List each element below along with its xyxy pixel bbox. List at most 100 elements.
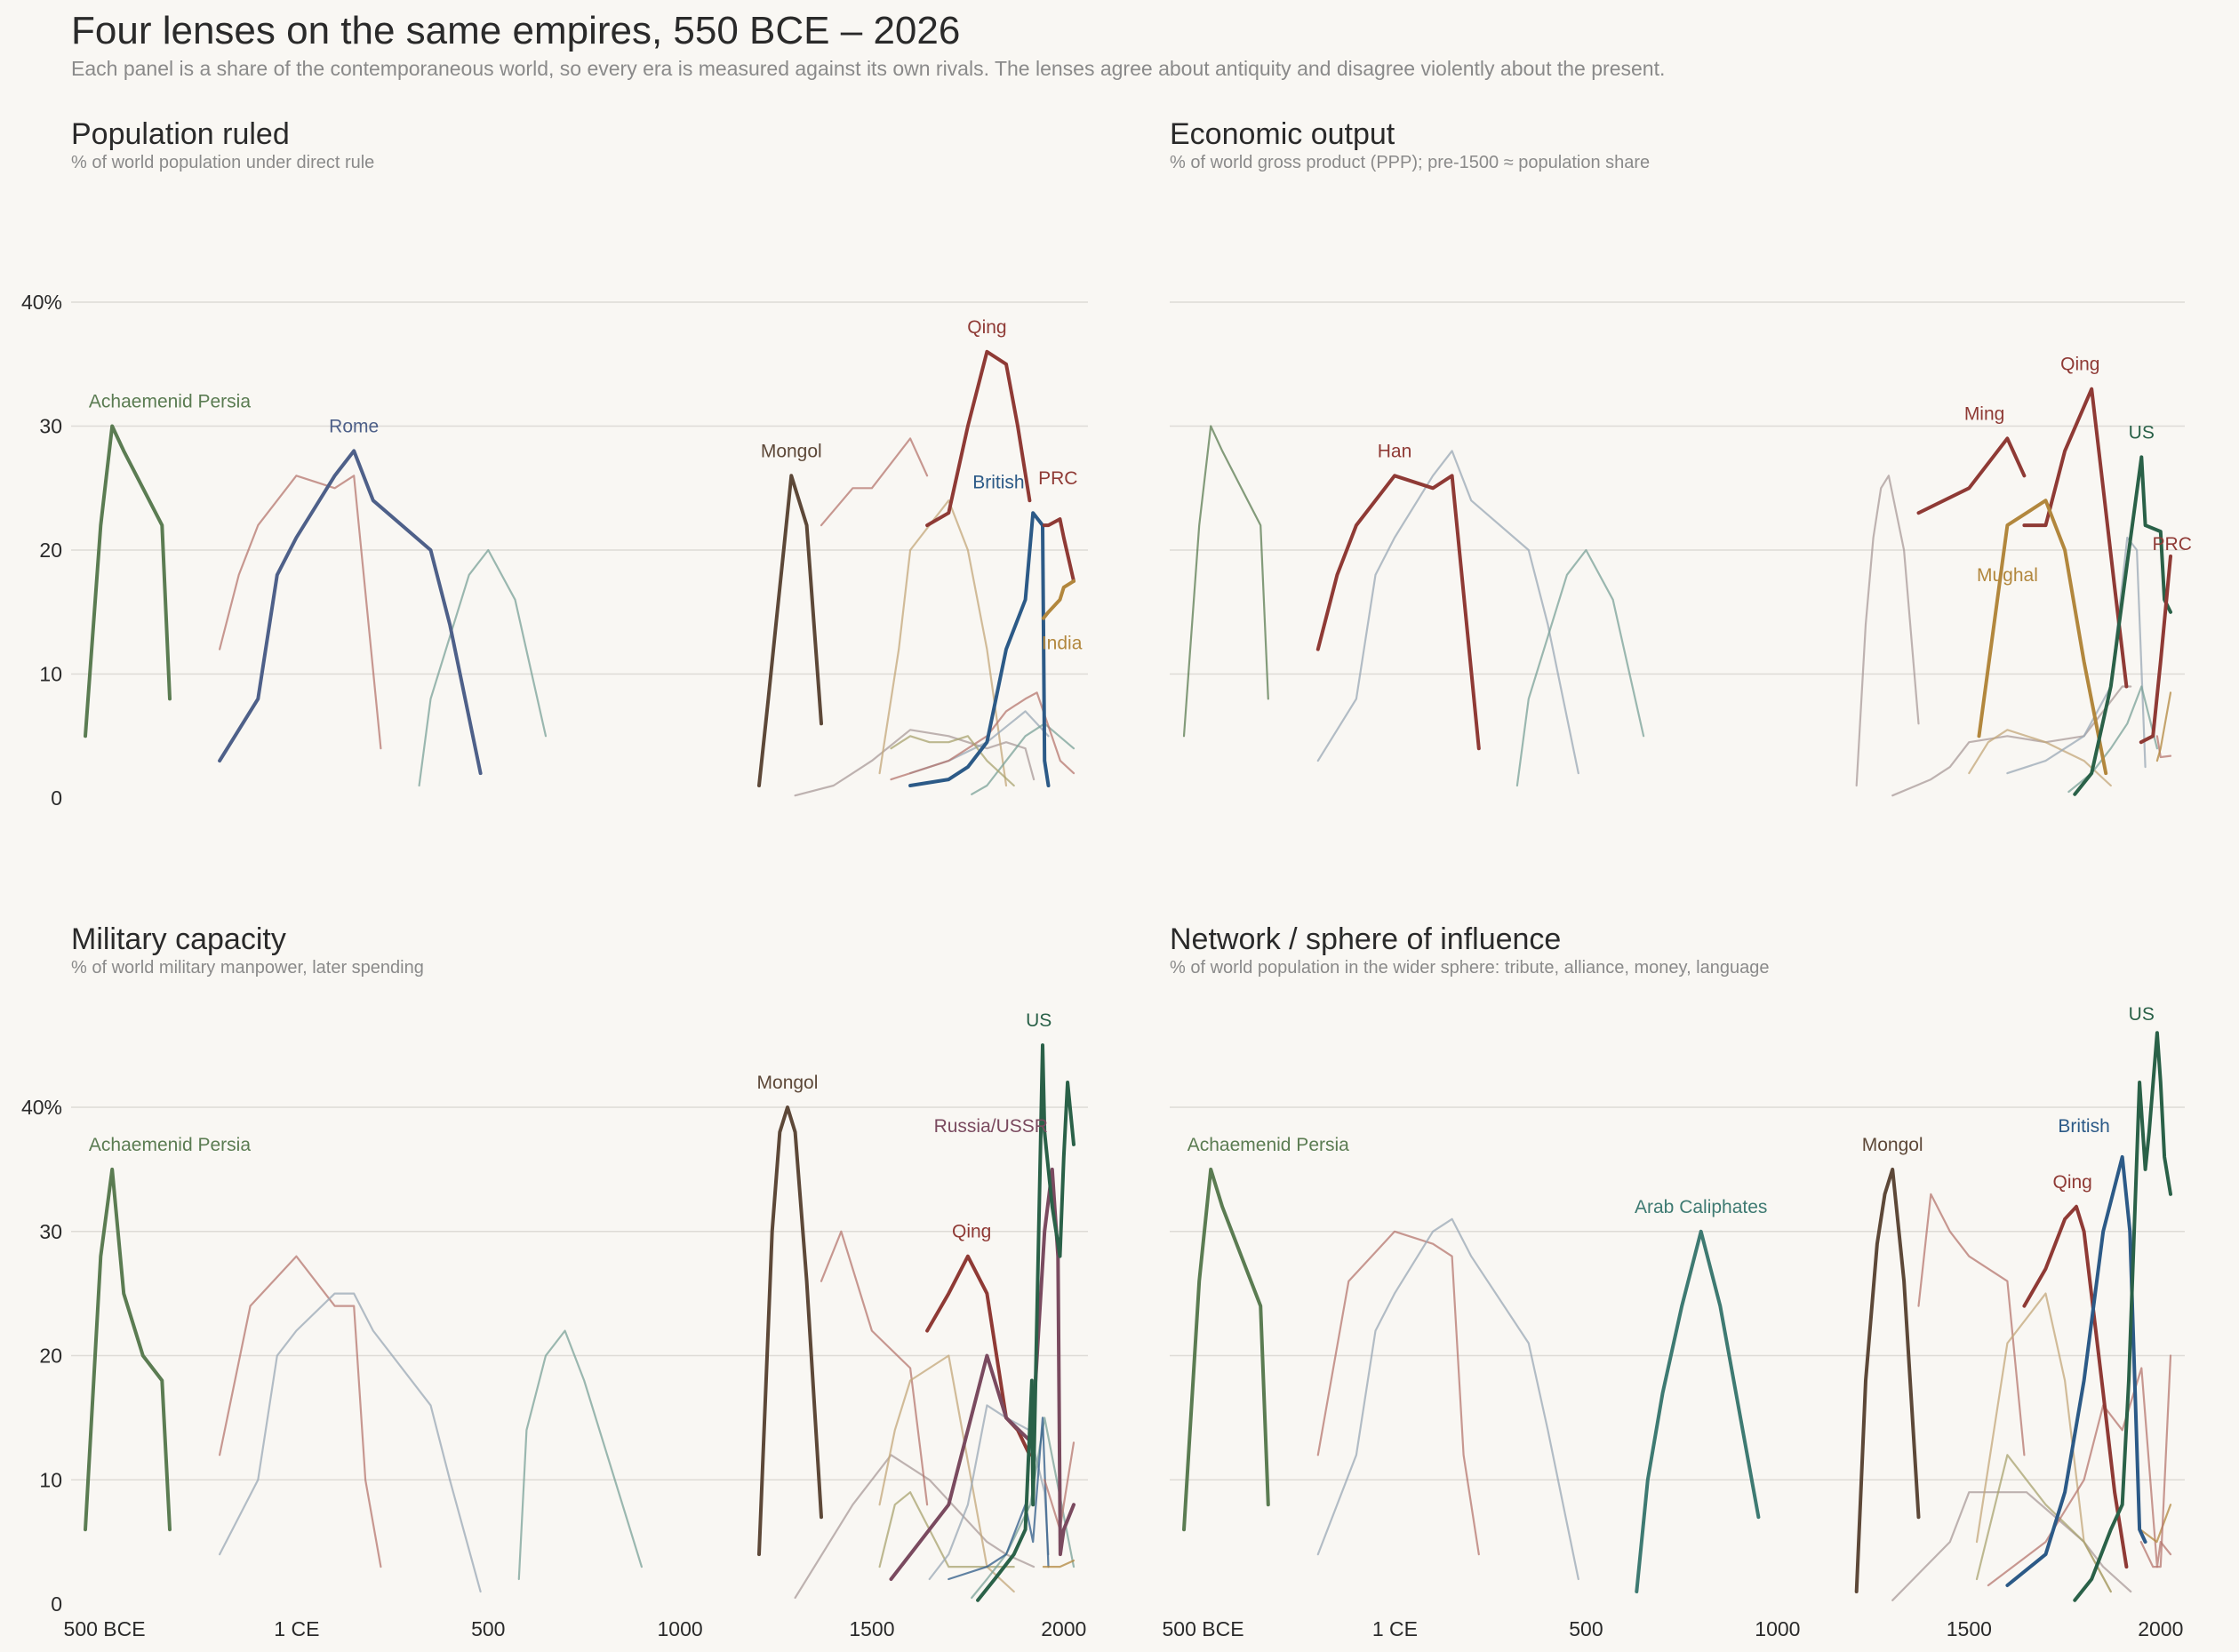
series-line-us [976, 1043, 1076, 1602]
series-line [2139, 1504, 2172, 1544]
series-line [219, 1292, 482, 1593]
series-line-mughal [1977, 499, 2108, 776]
panel-subtitle-military: % of world military manpower, later spen… [71, 958, 424, 978]
x-tick-label: 1 CE [274, 1617, 319, 1640]
panel-1: Han Ming Qing US PRC Mughal [1170, 301, 2192, 797]
y-tick-label: 20 [39, 1345, 62, 1368]
panel-subtitle-population: % of world population under direct rule [71, 153, 375, 172]
series-line [1515, 548, 1645, 787]
series-label: Mongol [757, 1073, 819, 1093]
series-label: Achaemenid Persia [89, 392, 251, 412]
series-label: Qing [967, 317, 1006, 338]
series-line-mongol [757, 474, 823, 787]
series-line-british [2005, 1154, 2147, 1587]
panel-0: 0 10 20 30 40% Achaemenid Persia Rome Mongol Qin… [21, 291, 1088, 810]
series-label: US [2129, 1004, 2155, 1025]
series-line-qing [2022, 387, 2129, 689]
series-line [1316, 1230, 1480, 1556]
x-tick-label: 1500 [849, 1617, 894, 1640]
series-line [1855, 475, 1920, 787]
series-line-ming [1916, 436, 2027, 515]
series-label: India [1042, 634, 1083, 654]
series-line [1975, 1454, 2112, 1593]
x-tick-label: 1 CE [1372, 1617, 1418, 1640]
series-line-achaemenid-persia [1182, 1167, 1270, 1532]
series-label: Qing [952, 1222, 991, 1242]
series-line-british [908, 511, 1051, 787]
series-line-prc [1042, 517, 1076, 583]
series-label: Qing [2060, 355, 2099, 375]
series-line [890, 735, 1015, 787]
series-label: Achaemenid Persia [1187, 1135, 1349, 1155]
series-label: Mongol [1862, 1135, 1923, 1155]
series-label: Arab Caliphates [1635, 1197, 1767, 1217]
series-line [890, 691, 1076, 781]
main-subtitle: Each panel is a share of the contemporan… [71, 57, 1666, 80]
series-line [1044, 1441, 1076, 1531]
series-line [517, 1329, 644, 1581]
series-line [878, 499, 1008, 787]
y-tick-label: 30 [39, 415, 62, 438]
series-line [1891, 685, 2132, 797]
series-label: Han [1378, 441, 1412, 461]
series-line [928, 1404, 1050, 1581]
series-label: PRC [2153, 534, 2192, 555]
series-line [971, 1417, 1076, 1600]
series-label: PRC [1038, 468, 1077, 489]
series-line [1917, 1193, 2026, 1456]
panel-2: 0 10 20 30 40% 500 BCE 1 CE 500 1000 1500 2000 Acha… [21, 1010, 1088, 1640]
series-line-prc [2139, 555, 2172, 745]
series-line-achaemenid-persia [84, 1167, 172, 1532]
series-label: US [1026, 1010, 1052, 1031]
series-label: Qing [2053, 1172, 2092, 1193]
series-line-arab-caliphates [1635, 1229, 1761, 1593]
series-line [1182, 425, 1269, 738]
y-tick-label: 10 [39, 663, 62, 686]
panel-title-military: Military capacity [71, 922, 286, 956]
y-tick-label: 0 [51, 786, 62, 810]
series-label: US [2129, 422, 2155, 443]
series-line [878, 1354, 1015, 1593]
x-tick-label: 500 [1569, 1617, 1603, 1640]
y-tick-label: 40% [21, 1096, 62, 1119]
series-line [820, 437, 929, 527]
series-label: Mughal [1977, 565, 2038, 586]
series-line [1042, 1559, 1076, 1568]
x-tick-label: 500 BCE [64, 1617, 146, 1640]
series-line-qing [925, 349, 1032, 528]
series-line [418, 548, 548, 787]
panel-title-network: Network / sphere of influence [1170, 922, 1562, 956]
series-line-mongol [757, 1105, 823, 1557]
x-tick-label: 1000 [658, 1617, 703, 1640]
series-line [2139, 1354, 2172, 1568]
series-line [820, 1230, 929, 1506]
series-line [2155, 735, 2172, 759]
x-tick-label: 1500 [1947, 1617, 1992, 1640]
main-title: Four lenses on the same empires, 550 BCE… [71, 9, 961, 52]
series-line [2155, 691, 2172, 762]
series-line [1987, 1367, 2172, 1587]
series-label: Mongol [761, 441, 822, 461]
series-line [1968, 729, 2112, 787]
x-tick-label: 2000 [1041, 1617, 1086, 1640]
series-line [219, 1255, 382, 1568]
series-line-han [1315, 474, 1481, 751]
series-label: British [972, 472, 1024, 492]
x-tick-label: 500 [471, 1617, 505, 1640]
series-line-india [1041, 579, 1076, 620]
y-tick-label: 30 [39, 1220, 62, 1243]
series-label: Rome [329, 416, 379, 436]
panel-subtitle-network: % of world population in the wider spher… [1170, 958, 1770, 978]
series-label: Russia/USSR [934, 1116, 1048, 1137]
y-tick-label: 40% [21, 291, 62, 314]
series-label: Ming [1964, 404, 2005, 425]
series-line [1316, 1217, 1579, 1581]
series-line [1316, 450, 1579, 775]
x-tick-label: 1000 [1755, 1617, 1800, 1640]
series-line-rome [218, 449, 483, 776]
series-label: Achaemenid Persia [89, 1135, 251, 1155]
series-line [219, 475, 382, 750]
series-line-qing [2022, 1204, 2129, 1569]
series-line-us [2073, 455, 2172, 796]
